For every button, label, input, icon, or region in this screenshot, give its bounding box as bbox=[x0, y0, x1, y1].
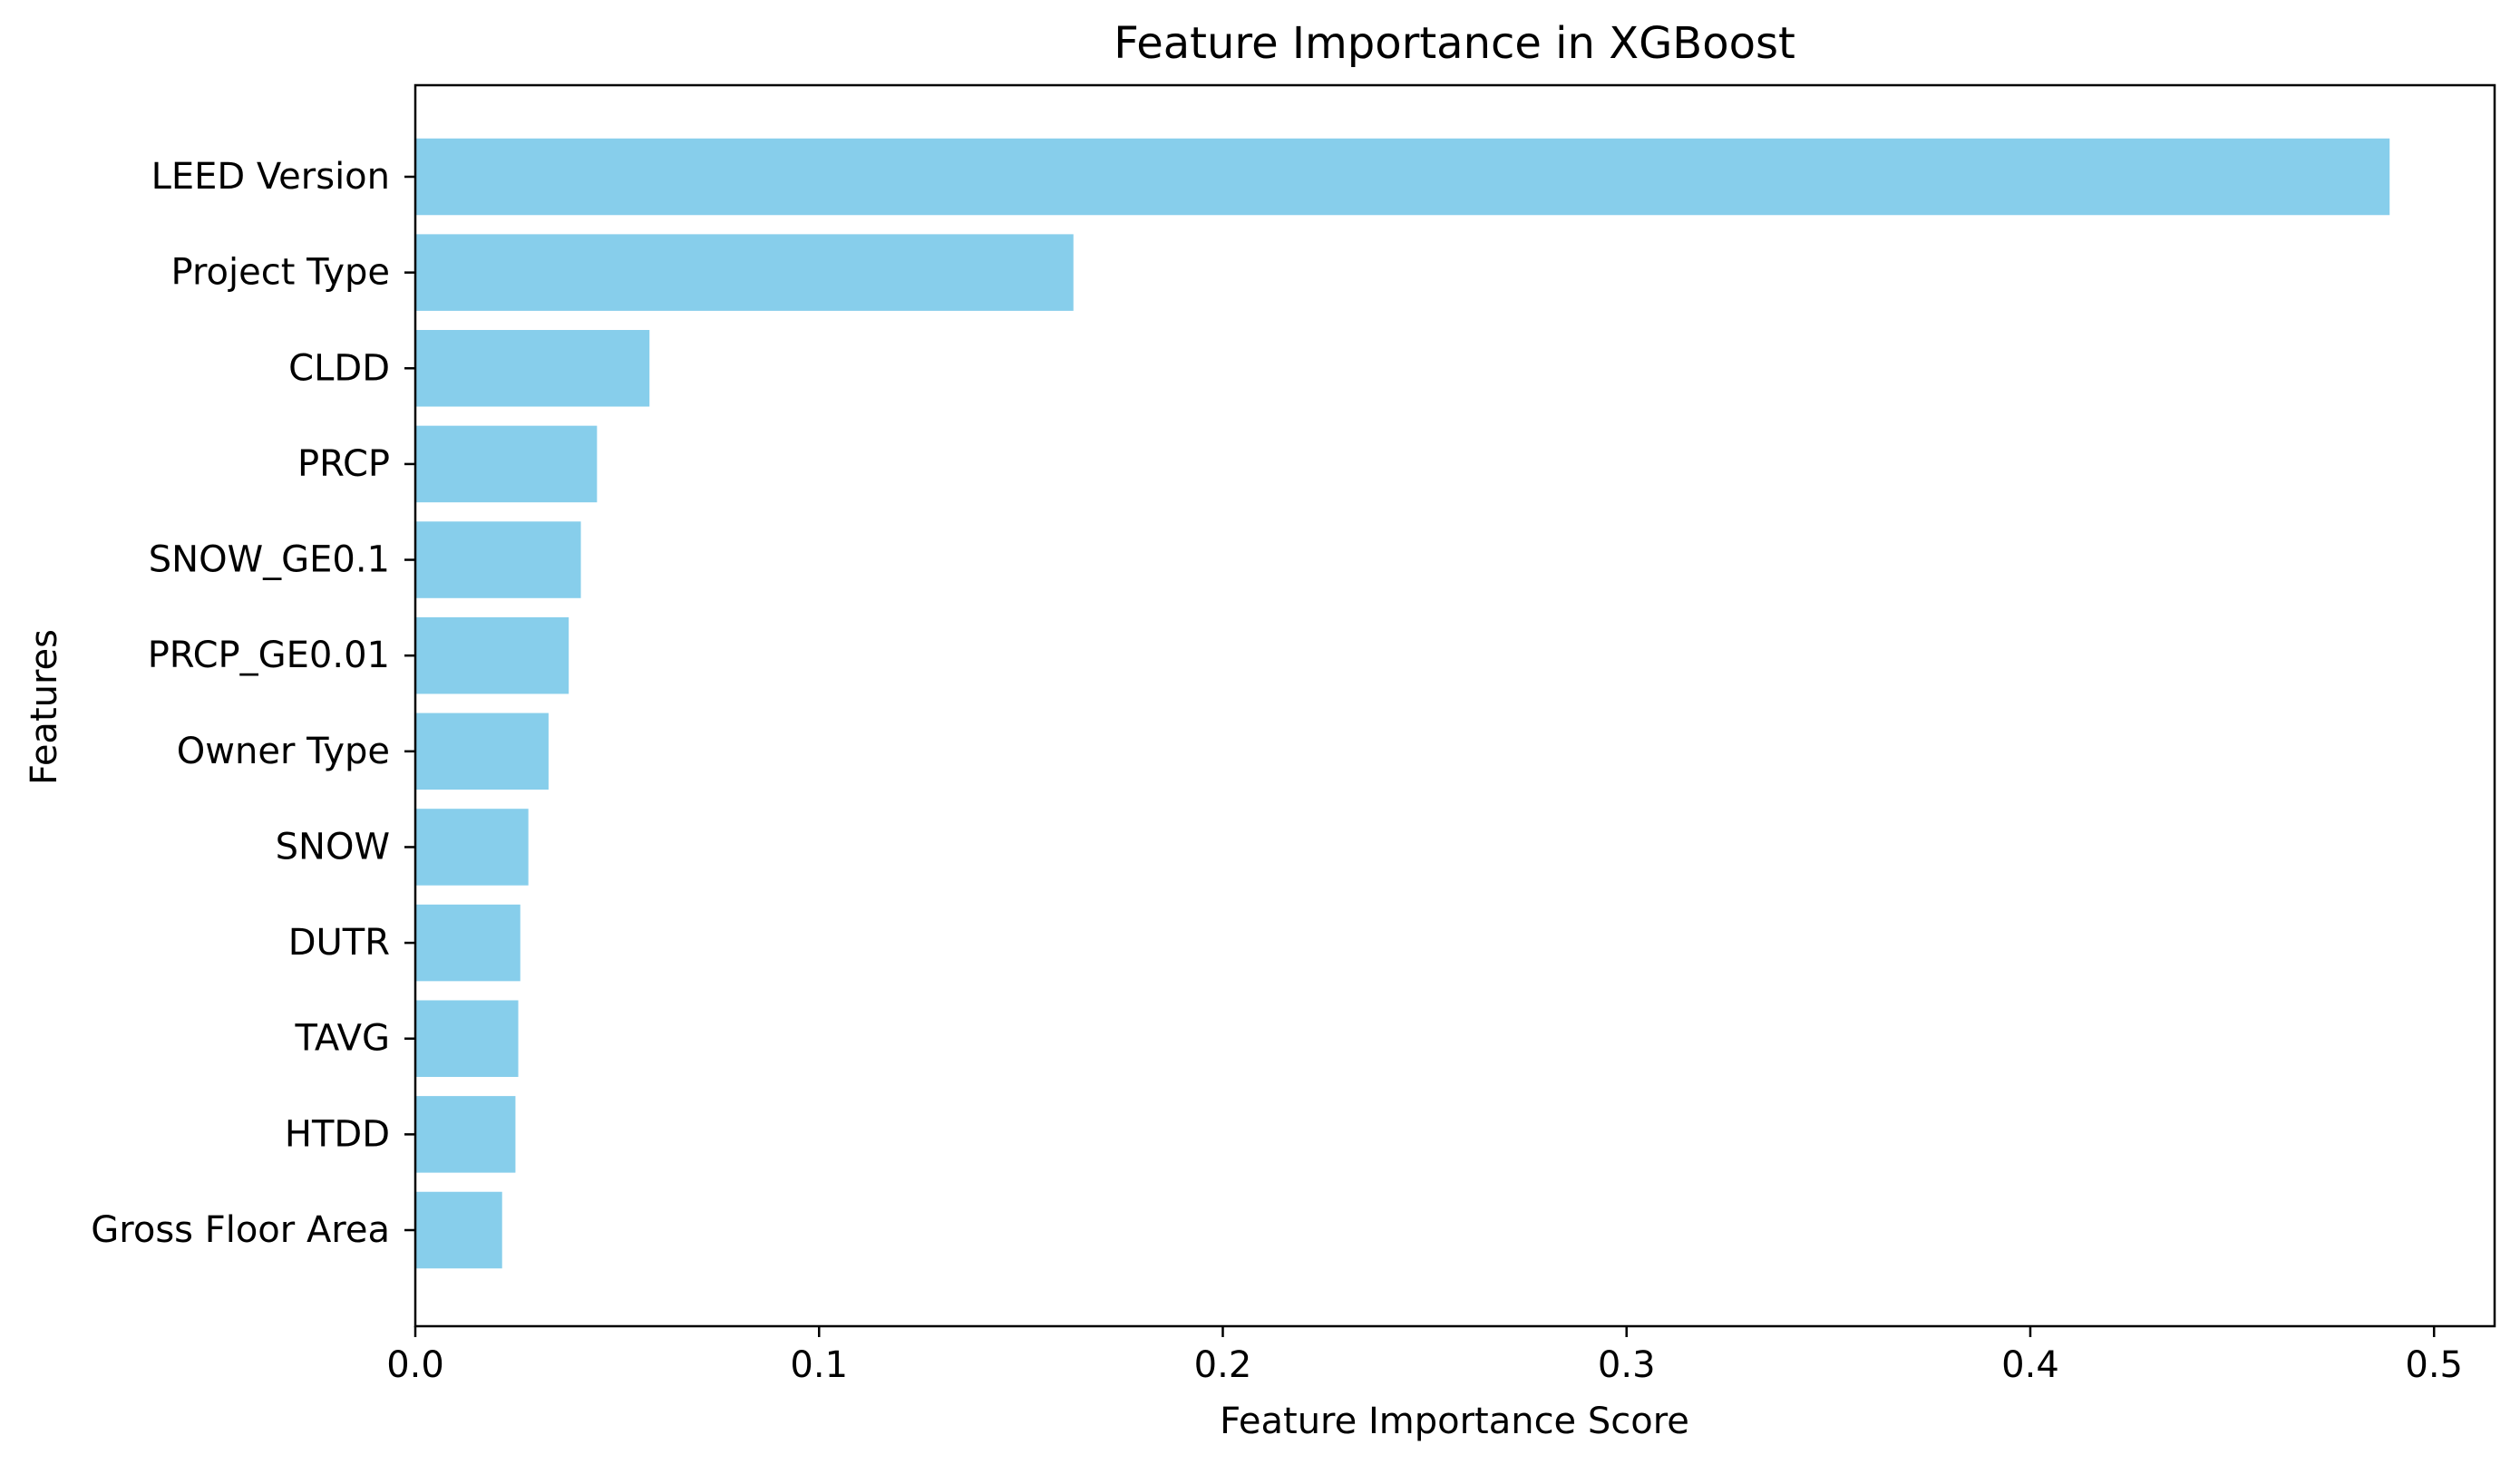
bar-project-type bbox=[415, 234, 1074, 311]
bar-dutr bbox=[415, 904, 521, 982]
y-tick-label: HTDD bbox=[285, 1113, 390, 1155]
x-tick-label: 0.4 bbox=[2001, 1344, 2059, 1386]
bar-prcp bbox=[415, 425, 598, 503]
bar-owner-type bbox=[415, 713, 549, 790]
bar-prcp-ge0-01 bbox=[415, 616, 569, 694]
bar-snow bbox=[415, 809, 529, 886]
y-tick-label: SNOW bbox=[276, 826, 390, 868]
bar-htdd bbox=[415, 1096, 516, 1173]
y-tick-label: Project Type bbox=[171, 252, 390, 294]
x-tick-label: 0.1 bbox=[790, 1344, 848, 1386]
x-tick-label: 0.0 bbox=[386, 1344, 444, 1386]
x-tick-label: 0.3 bbox=[1598, 1344, 1656, 1386]
chart-title: Feature Importance in XGBoost bbox=[1114, 18, 1795, 69]
bar-cldd bbox=[415, 330, 650, 407]
y-tick-label: SNOW_GE0.1 bbox=[149, 539, 390, 581]
y-tick-label: DUTR bbox=[288, 922, 390, 964]
y-axis-label: Features bbox=[24, 629, 65, 785]
y-tick-label: TAVG bbox=[295, 1018, 391, 1060]
y-tick-label: CLDD bbox=[288, 347, 390, 389]
y-tick-label: Owner Type bbox=[177, 731, 390, 772]
plot-area-frame bbox=[414, 83, 2496, 1328]
x-axis-label: Feature Importance Score bbox=[1220, 1401, 1689, 1442]
bar-leed-version bbox=[415, 138, 2390, 216]
y-tick-label: PRCP_GE0.01 bbox=[148, 635, 390, 676]
bar-gross-floor-area bbox=[415, 1191, 502, 1269]
y-tick-label: LEED Version bbox=[151, 156, 390, 198]
bars-layer bbox=[415, 138, 2390, 1269]
x-axis-ticks: 0.0 0.1 0.2 0.3 0.4 0.5 bbox=[386, 1326, 2463, 1386]
bar-snow-ge0-1 bbox=[415, 521, 581, 598]
x-tick-label: 0.2 bbox=[1194, 1344, 1252, 1386]
y-tick-label: PRCP bbox=[297, 443, 390, 485]
y-tick-label: Gross Floor Area bbox=[91, 1209, 390, 1251]
bar-tavg bbox=[415, 1000, 519, 1077]
x-tick-label: 0.5 bbox=[2405, 1344, 2463, 1386]
y-axis-ticks: LEED Version Project Type CLDD PRCP SNOW_GE0… bbox=[91, 156, 415, 1251]
